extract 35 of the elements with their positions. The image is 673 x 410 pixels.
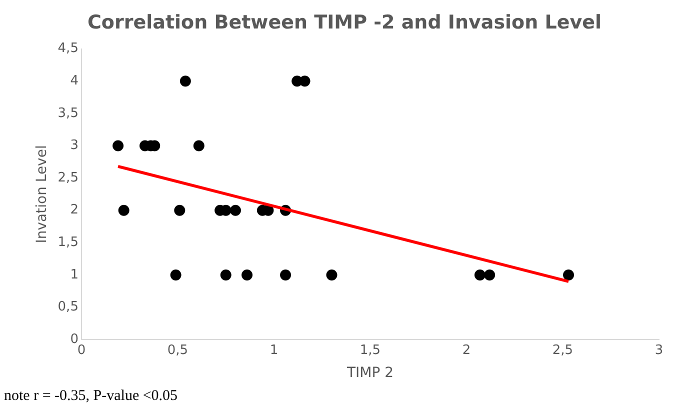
chart-title: Correlation Between TIMP -2 and Invasion Level [87,11,602,34]
x-tick-label: 1,5 [360,342,381,358]
point [299,76,310,87]
point [112,140,124,152]
y-tick-label: 0,5 [58,300,78,315]
y-tick-label: 3 [70,138,78,154]
y-tick-label: 3,5 [58,106,78,121]
point [174,204,186,216]
x-tick-label: 2,5 [552,342,574,358]
point [242,269,253,280]
point [180,76,191,87]
point [474,269,486,280]
x-tick-label: 3 [654,342,664,358]
point [193,140,204,152]
point [484,269,496,280]
y-tick-label: 4,5 [58,41,78,56]
point [220,269,232,280]
point [563,269,574,280]
point [280,269,292,280]
x-tick-label: 2 [462,342,471,358]
y-tick-label: 0 [70,332,78,347]
y-tick-label: 1,5 [58,235,78,250]
x-axis-title: TIMP 2 [346,365,394,382]
point [230,204,241,216]
y-tick-label: 2,5 [58,170,78,186]
point [170,269,182,280]
x-tick-label: 1 [270,342,278,358]
text: note r = -0.35, P-value <0.05 [4,388,178,405]
y-tick-label: 4 [70,73,78,88]
x-tick-label: 0,5 [167,342,188,358]
y-axis-title: Invation Level [34,145,50,244]
point [118,204,130,216]
point [326,269,338,280]
y-tick-label: 1 [70,267,78,282]
y-tick-label: 2 [70,202,78,218]
